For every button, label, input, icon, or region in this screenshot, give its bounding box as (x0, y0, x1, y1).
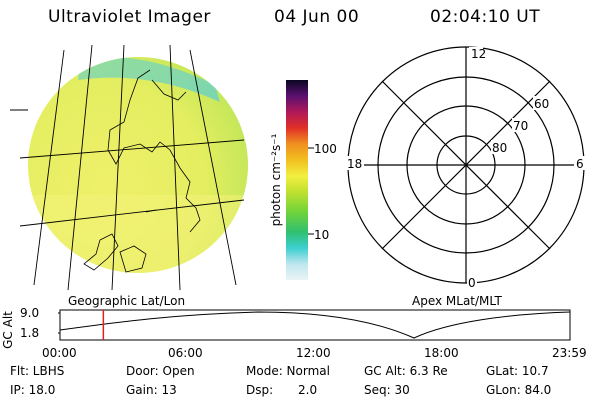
lat-label-60: 60 (534, 97, 549, 111)
sequence-number: Seq: 30 (364, 383, 410, 397)
observation-time: 02:04:10 UT (430, 7, 541, 27)
ip-value: IP: 18.0 (10, 383, 56, 397)
mlt-label-right: 6 (576, 157, 584, 171)
polar-mlat-mlt-panel: 12 18 6 0 60 70 80 (346, 46, 586, 290)
geographic-latitude: GLat: 10.7 (486, 364, 549, 378)
timeline-x-tick-1: 06:00 (168, 346, 203, 360)
colorbar-tick-label-10: 10 (314, 228, 330, 242)
timeline-x-tick-0: 00:00 (42, 346, 77, 360)
colorbar-tick-label-100: 100 (314, 142, 337, 156)
gain-value: Gain: 13 (126, 383, 177, 397)
timeline-axis-label: GC Alt (1, 311, 15, 349)
lat-label-70: 70 (513, 119, 528, 133)
dsp-label: Dsp: (246, 383, 274, 397)
lat-lon-grid (10, 44, 245, 290)
colorbar-gradient (286, 80, 308, 280)
dayside-limb-glow (78, 57, 220, 102)
polar-panel-label: Apex MLat/MLT (412, 294, 502, 308)
lat-label-80: 80 (492, 141, 507, 155)
colorbar-unit-label: photon cm⁻²s⁻¹ (269, 133, 283, 227)
coastline (151, 79, 187, 101)
coastline (119, 245, 147, 273)
flight-mode: Flt: LBHS (10, 364, 65, 378)
geographic-longitude: GLon: 84.0 (486, 383, 552, 397)
altitude-timeline (58, 309, 571, 341)
timeline-x-tick-3: 18:00 (424, 346, 459, 360)
mlt-label-top: 12 (471, 47, 486, 61)
mlt-label-left: 18 (347, 157, 362, 171)
gc-altitude: GC Alt: 6.3 Re (364, 364, 448, 378)
mode-status: Mode: Normal (246, 364, 330, 378)
timeline-x-tick-2: 12:00 (296, 346, 331, 360)
coastline (83, 233, 119, 271)
colorbar (286, 80, 314, 280)
timeline-y-tick-max: 9.0 (20, 306, 40, 320)
instrument-title: Ultraviolet Imager (48, 7, 211, 27)
geographic-image-panel (10, 44, 248, 290)
timeline-x-tick-4: 23:59 (552, 346, 587, 360)
sunlit-region (28, 195, 248, 273)
timeline-y-tick-min: 1.8 (20, 326, 40, 340)
geographic-panel-label: Geographic Lat/Lon (68, 294, 186, 308)
dsp-value: 2.0 (298, 383, 318, 397)
door-status: Door: Open (126, 364, 195, 378)
observation-date: 04 Jun 00 (274, 7, 360, 27)
gc-altitude-curve (59, 311, 571, 339)
mlt-line-diagonal (381, 80, 551, 250)
mlt-label-bottom: 0 (468, 276, 476, 290)
